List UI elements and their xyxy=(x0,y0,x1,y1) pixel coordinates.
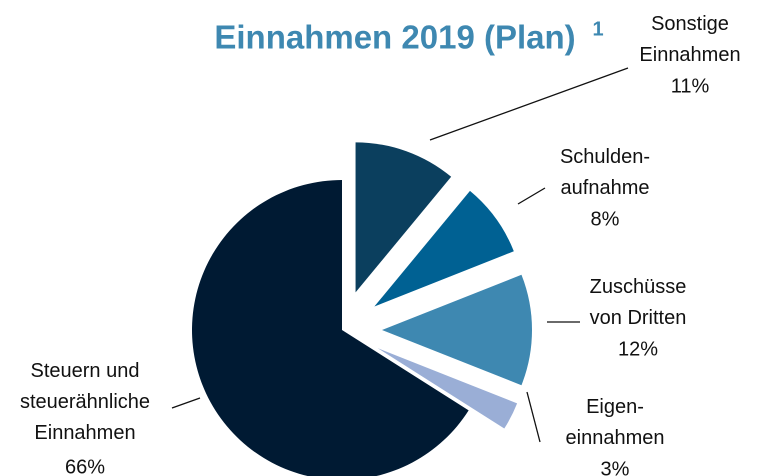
value-label: 8% xyxy=(591,208,620,230)
leader-line xyxy=(526,391,541,443)
pie-slice xyxy=(192,180,469,476)
slice-label: Steuern und steuerähnliche Einnahmen xyxy=(20,360,150,444)
slice-label: Zuschüsse von Dritten xyxy=(590,276,687,329)
title-footnote: 1 xyxy=(592,18,603,40)
leaders xyxy=(171,67,629,443)
pie-slice xyxy=(382,274,532,386)
value-label: 3% xyxy=(601,458,630,476)
slice-label: Sonstige Einnahmen xyxy=(639,13,740,66)
pie-slice xyxy=(355,142,452,293)
slice-label: Eigen-einnahmen xyxy=(566,396,665,449)
leader-line xyxy=(517,187,546,205)
slice-label: Schulden-aufnahme xyxy=(560,146,650,199)
chart-title: Einnahmen 2019 (Plan) xyxy=(214,19,575,56)
value-label: 12% xyxy=(618,338,658,360)
leader-line xyxy=(171,397,201,409)
pie-slice xyxy=(374,190,514,307)
pie-slice xyxy=(377,348,518,429)
value-label: 66% xyxy=(65,456,105,476)
value-label: 11% xyxy=(671,75,710,97)
leader-line xyxy=(429,67,629,141)
